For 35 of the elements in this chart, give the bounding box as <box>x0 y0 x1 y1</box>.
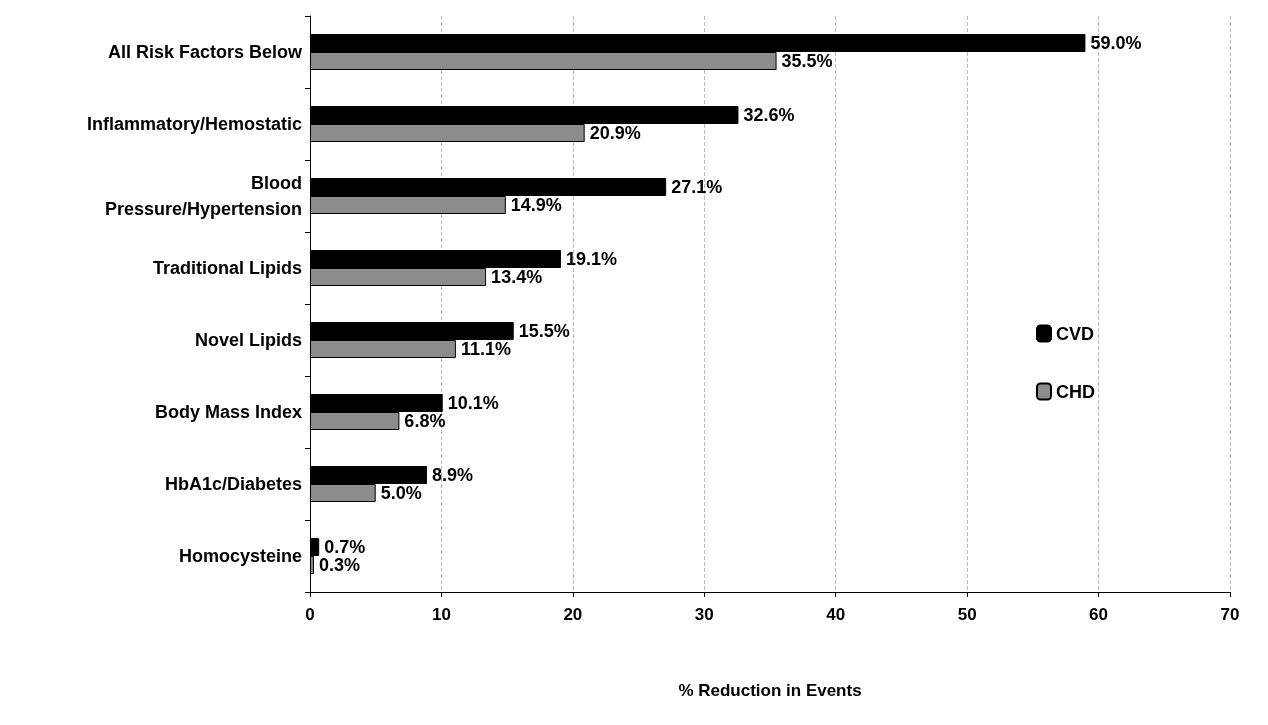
data-label: 5.0% <box>380 483 422 503</box>
data-label: 59.0% <box>1090 33 1142 53</box>
y-tick-label: Body Mass Index <box>154 402 302 422</box>
data-label: 10.1% <box>447 393 499 413</box>
y-tick-label: All Risk Factors Below <box>107 42 303 62</box>
legend-label: CHD <box>1056 381 1095 402</box>
x-tick-label: 20 <box>563 605 583 624</box>
data-label: 19.1% <box>566 249 618 269</box>
y-tick-label: Inflammatory/Hemostatic <box>86 114 302 134</box>
x-tick-label: 40 <box>826 605 846 624</box>
x-tick-label: 30 <box>694 605 714 624</box>
x-tick-label: 10 <box>431 605 451 624</box>
y-tick-label: Homocysteine <box>178 546 302 566</box>
data-label: 14.9% <box>510 195 562 215</box>
data-label: 32.6% <box>743 105 795 125</box>
data-label: 6.8% <box>404 411 446 431</box>
data-label: 13.4% <box>491 267 543 287</box>
data-label: 8.9% <box>431 465 473 485</box>
y-tick-label: Blood Pressure/Hypertension <box>104 173 302 219</box>
x-axis-title: % Reduction in Events <box>678 681 862 700</box>
data-label: 0.3% <box>318 555 360 575</box>
x-tick-label: 50 <box>957 605 977 624</box>
data-label: 27.1% <box>671 177 723 197</box>
x-tick-label: 60 <box>1089 605 1109 624</box>
legend-label: CVD <box>1056 323 1095 344</box>
data-label: 15.5% <box>518 321 570 341</box>
x-tick-label: 70 <box>1220 605 1240 624</box>
data-label: 0.7% <box>324 537 366 557</box>
data-label: 11.1% <box>460 339 511 359</box>
data-label: 20.9% <box>589 123 641 143</box>
data-label: 35.5% <box>781 51 833 71</box>
y-tick-label: Traditional Lipids <box>152 258 302 278</box>
y-tick-label: Novel Lipids <box>194 330 302 350</box>
x-tick-label: 0 <box>305 605 315 624</box>
y-tick-label: HbA1c/Diabetes <box>164 474 302 494</box>
